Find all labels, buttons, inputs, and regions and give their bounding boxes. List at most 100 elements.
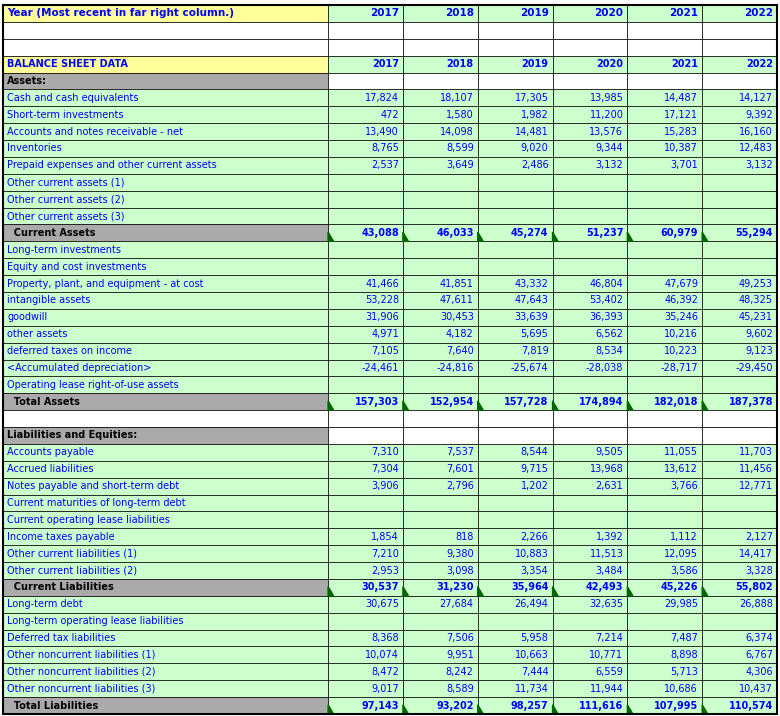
Polygon shape <box>477 705 484 714</box>
Text: 6,767: 6,767 <box>745 650 773 660</box>
Text: 3,098: 3,098 <box>446 566 473 576</box>
Bar <box>477 663 552 680</box>
Bar <box>3 427 328 444</box>
Polygon shape <box>328 586 334 596</box>
Text: 157,728: 157,728 <box>504 397 548 407</box>
Bar <box>702 292 777 309</box>
Text: 2,266: 2,266 <box>521 532 548 542</box>
Bar <box>3 292 328 309</box>
Text: 9,715: 9,715 <box>521 464 548 474</box>
Text: 11,944: 11,944 <box>590 684 623 694</box>
Bar <box>328 579 403 596</box>
Text: Total Assets: Total Assets <box>7 397 80 407</box>
Bar <box>403 444 477 461</box>
Bar <box>477 5 552 22</box>
Bar <box>403 190 477 208</box>
Text: 48,325: 48,325 <box>739 296 773 306</box>
Text: Accounts and notes receivable - net: Accounts and notes receivable - net <box>7 127 183 137</box>
Bar <box>702 444 777 461</box>
Bar <box>3 39 328 56</box>
Text: 5,695: 5,695 <box>521 329 548 339</box>
Bar <box>3 359 328 377</box>
Bar <box>403 241 477 258</box>
Text: 14,098: 14,098 <box>440 127 473 137</box>
Bar <box>627 495 702 511</box>
Bar <box>3 528 328 545</box>
Text: 157,303: 157,303 <box>355 397 399 407</box>
Bar <box>3 444 328 461</box>
Bar <box>702 359 777 377</box>
Bar <box>328 697 403 714</box>
Text: 5,958: 5,958 <box>521 633 548 643</box>
Polygon shape <box>627 232 633 241</box>
Text: 14,487: 14,487 <box>665 93 698 103</box>
Text: 9,392: 9,392 <box>745 110 773 120</box>
Polygon shape <box>552 232 558 241</box>
Text: 11,456: 11,456 <box>739 464 773 474</box>
Text: 2,127: 2,127 <box>745 532 773 542</box>
Bar <box>702 39 777 56</box>
Bar <box>403 258 477 275</box>
Text: 11,055: 11,055 <box>665 448 698 458</box>
Text: 13,576: 13,576 <box>590 127 623 137</box>
Text: 18,107: 18,107 <box>440 93 473 103</box>
Bar <box>477 56 552 72</box>
Bar <box>477 224 552 241</box>
Text: 11,200: 11,200 <box>590 110 623 120</box>
Text: Property, plant, and equipment - at cost: Property, plant, and equipment - at cost <box>7 279 204 289</box>
Bar <box>3 613 328 629</box>
Text: 8,242: 8,242 <box>446 667 473 677</box>
Text: 3,328: 3,328 <box>745 566 773 576</box>
Bar <box>3 140 328 157</box>
Bar <box>403 528 477 545</box>
Text: 7,105: 7,105 <box>371 346 399 356</box>
Polygon shape <box>627 705 633 714</box>
Bar <box>477 596 552 613</box>
Bar <box>328 5 403 22</box>
Text: 17,121: 17,121 <box>665 110 698 120</box>
Bar <box>477 208 552 224</box>
Text: 2,486: 2,486 <box>521 160 548 170</box>
Text: other assets: other assets <box>7 329 67 339</box>
Text: 9,505: 9,505 <box>595 448 623 458</box>
Bar <box>702 275 777 292</box>
Text: 9,951: 9,951 <box>446 650 473 660</box>
Text: 47,679: 47,679 <box>665 279 698 289</box>
Bar <box>477 427 552 444</box>
Bar <box>552 174 627 190</box>
Text: 7,601: 7,601 <box>446 464 473 474</box>
Bar <box>328 427 403 444</box>
Bar <box>702 461 777 478</box>
Bar <box>627 461 702 478</box>
Bar <box>3 275 328 292</box>
Text: 10,387: 10,387 <box>665 143 698 153</box>
Text: Prepaid expenses and other current assets: Prepaid expenses and other current asset… <box>7 160 217 170</box>
Text: 60,979: 60,979 <box>661 228 698 238</box>
Bar <box>702 596 777 613</box>
Text: 2020: 2020 <box>594 9 623 19</box>
Text: 7,640: 7,640 <box>446 346 473 356</box>
Text: Other current liabilities (2): Other current liabilities (2) <box>7 566 137 576</box>
Bar <box>627 545 702 562</box>
Bar <box>328 478 403 495</box>
Bar <box>403 326 477 343</box>
Polygon shape <box>477 586 484 596</box>
Bar <box>552 292 627 309</box>
Bar <box>552 39 627 56</box>
Text: 15,283: 15,283 <box>665 127 698 137</box>
Bar <box>3 123 328 140</box>
Polygon shape <box>328 401 334 410</box>
Text: BALANCE SHEET DATA: BALANCE SHEET DATA <box>7 59 128 69</box>
Bar <box>627 528 702 545</box>
Bar <box>702 393 777 410</box>
Bar <box>328 123 403 140</box>
Bar <box>328 377 403 393</box>
Text: -28,038: -28,038 <box>586 363 623 373</box>
Text: 47,611: 47,611 <box>440 296 473 306</box>
Bar <box>477 174 552 190</box>
Bar <box>3 343 328 359</box>
Text: Current Liabilities: Current Liabilities <box>7 582 114 592</box>
Bar <box>328 72 403 90</box>
Text: Deferred tax liabilities: Deferred tax liabilities <box>7 633 115 643</box>
Text: 17,824: 17,824 <box>365 93 399 103</box>
